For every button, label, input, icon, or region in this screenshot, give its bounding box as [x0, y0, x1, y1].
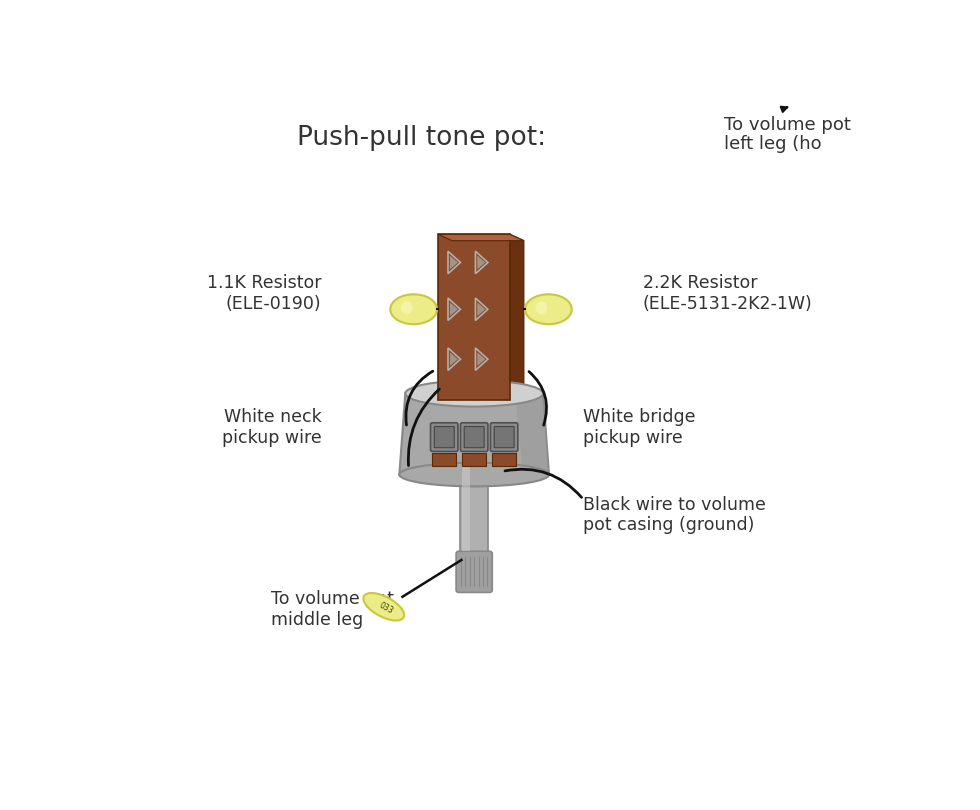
- Polygon shape: [477, 256, 485, 270]
- Polygon shape: [438, 234, 523, 241]
- FancyBboxPatch shape: [434, 427, 454, 448]
- Polygon shape: [477, 352, 485, 366]
- FancyBboxPatch shape: [494, 427, 514, 448]
- Text: Black wire to volume
pot casing (ground): Black wire to volume pot casing (ground): [583, 496, 766, 535]
- Polygon shape: [399, 394, 549, 475]
- Text: White neck
pickup wire: White neck pickup wire: [221, 408, 321, 447]
- Polygon shape: [477, 302, 485, 316]
- Text: White bridge
pickup wire: White bridge pickup wire: [583, 408, 696, 447]
- Bar: [463, 454, 486, 466]
- Polygon shape: [450, 352, 458, 366]
- Ellipse shape: [525, 294, 571, 324]
- Bar: [438, 234, 510, 399]
- FancyBboxPatch shape: [465, 427, 484, 448]
- Ellipse shape: [406, 381, 543, 407]
- Text: Push-pull tone pot:: Push-pull tone pot:: [297, 125, 546, 151]
- FancyBboxPatch shape: [490, 423, 517, 451]
- Ellipse shape: [535, 301, 547, 314]
- Polygon shape: [510, 234, 523, 399]
- Text: 033: 033: [377, 601, 395, 616]
- Text: To volume pot: To volume pot: [723, 116, 851, 134]
- FancyBboxPatch shape: [461, 423, 488, 451]
- Text: To volume pot
middle leg: To volume pot middle leg: [271, 590, 394, 629]
- Polygon shape: [515, 394, 549, 475]
- Bar: [492, 454, 516, 466]
- FancyBboxPatch shape: [456, 552, 492, 592]
- Ellipse shape: [399, 463, 549, 486]
- Bar: [432, 454, 456, 466]
- Ellipse shape: [401, 301, 413, 314]
- Bar: [461, 463, 488, 554]
- Bar: [462, 467, 470, 551]
- Text: 1.1K Resistor
(ELE-0190): 1.1K Resistor (ELE-0190): [207, 275, 321, 313]
- Text: left leg (ho: left leg (ho: [723, 134, 821, 152]
- Polygon shape: [450, 256, 458, 270]
- FancyBboxPatch shape: [430, 423, 458, 451]
- Polygon shape: [450, 302, 458, 316]
- Ellipse shape: [364, 593, 404, 620]
- Ellipse shape: [390, 294, 437, 324]
- Text: 2.2K Resistor
(ELE-5131-2K2-1W): 2.2K Resistor (ELE-5131-2K2-1W): [643, 275, 812, 313]
